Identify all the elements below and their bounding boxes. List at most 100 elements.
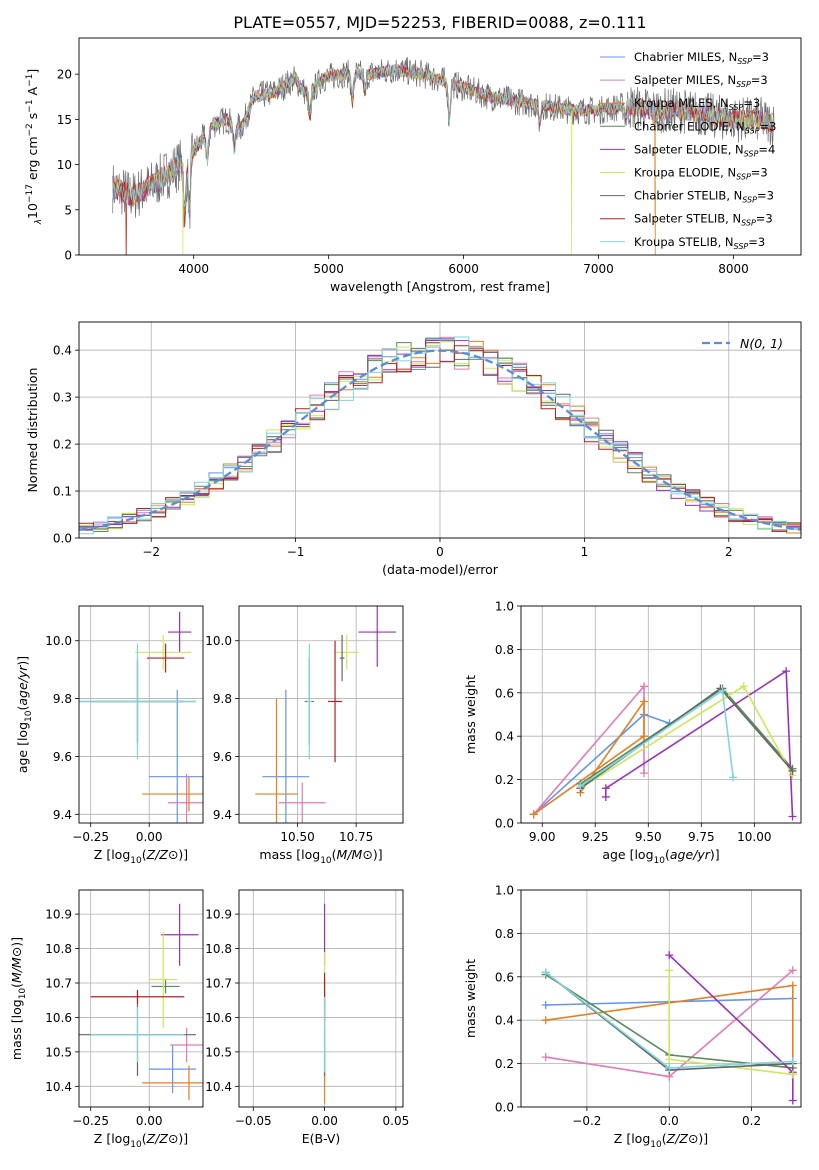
- legend-label: N(0, 1): [740, 336, 783, 351]
- axes-frame: [238, 605, 404, 824]
- label-math: Z/Z⊙: [666, 1131, 699, 1146]
- x-tick-label: −2: [142, 545, 160, 559]
- weight-line: [605, 669, 794, 817]
- x-tick-label: 7000: [583, 262, 614, 276]
- weight-marker: [665, 1063, 674, 1072]
- y-tick-label: 10.8: [205, 942, 232, 956]
- y-tick-label: 9.8: [213, 692, 232, 706]
- x-axis-label: age [log10(age/yr)]: [602, 847, 719, 866]
- label-part: (: [665, 847, 670, 862]
- axes-frame: [78, 321, 802, 539]
- x-axis-label: mass [log10(M/M⊙)]: [259, 847, 382, 866]
- axes-frame: [520, 605, 802, 824]
- x-axis-label: Z [log10(Z/Z⊙)]: [94, 847, 188, 866]
- weight-marker: [529, 810, 538, 819]
- x-tick-label: 9.50: [635, 830, 662, 844]
- label-part: )]: [9, 937, 24, 947]
- histogram-step: [79, 336, 801, 535]
- x-tick-label: −0.25: [72, 1114, 109, 1128]
- label-part: −2: [25, 123, 35, 136]
- label-part: )]: [178, 847, 188, 862]
- label-part: )]: [698, 1131, 708, 1146]
- weight-marker: [788, 966, 797, 975]
- y-tick-label: 0.4: [53, 344, 72, 358]
- y-tick-label: 0.6: [495, 686, 514, 700]
- legend-sub: SSP: [736, 173, 751, 182]
- plot-area: [79, 903, 203, 1101]
- x-tick-label: 0.00: [136, 1114, 163, 1128]
- panel-spectrum: 4000 5000 6000 7000 8000 0 5 10 15 20 wavelength […: [25, 37, 802, 294]
- legend-label: Kroupa STELIB, NSSP=3: [634, 235, 765, 251]
- label-math: age/yr: [670, 847, 711, 862]
- y-tick-label: 10.9: [45, 908, 72, 922]
- label-part: −1: [25, 74, 35, 87]
- grid: [79, 606, 203, 823]
- y-axis-label: Normed distribution: [25, 368, 40, 493]
- label-part: mass [log: [259, 847, 320, 862]
- y-tick-label: 9.4: [53, 808, 72, 822]
- y-tick-label: 15: [57, 113, 72, 127]
- label-part: (: [142, 1131, 147, 1146]
- label-part: (: [9, 983, 24, 988]
- y-tick-label: 9.6: [213, 750, 232, 764]
- y-axis-label: age [log10(age/yr)]: [15, 656, 34, 773]
- y-tick-label: 9.6: [53, 750, 72, 764]
- y-tick-label: 0.0: [495, 1101, 514, 1115]
- label-part: )]: [373, 847, 383, 862]
- label-sub: 10: [130, 856, 142, 866]
- legend-text: =3: [757, 189, 774, 203]
- figure-title: PLATE=0557, MJD=52253, FIBERID=0088, z=0…: [233, 13, 646, 32]
- label-part: ]: [25, 69, 40, 74]
- weight-marker: [782, 667, 791, 676]
- weight-marker: [541, 1053, 550, 1062]
- weight-marker: [788, 1070, 797, 1079]
- label-sub: 10: [130, 1140, 142, 1150]
- legend-text: =3: [760, 119, 777, 133]
- label-part: )]: [178, 1131, 188, 1146]
- weight-marker: [718, 686, 727, 695]
- weight-marker: [788, 1057, 797, 1066]
- axes-frame: [78, 889, 204, 1108]
- label-part: −17: [25, 184, 35, 203]
- weight-marker: [640, 682, 649, 691]
- y-tick-label: 9.4: [213, 808, 232, 822]
- legend-sub: SSP: [734, 242, 749, 251]
- plot-area: [79, 336, 801, 537]
- weight-marker: [729, 773, 738, 782]
- plot-area: [255, 606, 396, 823]
- label-part: Z [log: [94, 847, 130, 862]
- weight-marker: [665, 951, 674, 960]
- y-tick-label: 0.4: [495, 1014, 514, 1028]
- legend-text: =3: [751, 73, 768, 87]
- y-tick-label: 0.4: [495, 730, 514, 744]
- label-math: M/M⊙: [9, 947, 24, 983]
- legend-text: =3: [743, 96, 760, 110]
- x-tick-label: 6000: [448, 262, 479, 276]
- y-tick-label: 0.2: [53, 438, 72, 452]
- x-tick-label: 4000: [178, 262, 209, 276]
- legend-text: Salpeter MILES, N: [634, 73, 736, 87]
- panel-age-vs-mass: 10.50 10.75 9.4 9.6 9.8 10.0 mass [log10(M/M⊙)…: [205, 605, 404, 866]
- y-tick-label: 1.0: [495, 600, 514, 614]
- label-part: erg cm: [25, 136, 40, 184]
- legend-text: Chabrier STELIB, N: [634, 189, 742, 203]
- x-tick-label: 1: [581, 545, 589, 559]
- legend-label: Chabrier MILES, NSSP=3: [634, 50, 769, 66]
- legend-label: Salpeter MILES, NSSP=3: [634, 73, 768, 89]
- legend-sub: SSP: [729, 103, 744, 112]
- x-tick-label: 9.75: [688, 830, 715, 844]
- y-axis-label: Flux [fλ10−17 erg cm−2 s−1 A−1]: [25, 69, 44, 226]
- y-tick-label: 0.0: [53, 532, 72, 546]
- y-tick-label: 5: [64, 203, 72, 217]
- weight-marker: [601, 784, 610, 793]
- y-axis-label: mass weight: [463, 959, 478, 1038]
- legend-text: Kroupa MILES, N: [634, 96, 729, 110]
- panel-residuals: −2 −1 0 1 2 0.0 0.1 0.2 0.3 0.4 (data-model)/error…: [25, 321, 802, 577]
- y-tick-label: 10.4: [45, 1080, 72, 1094]
- label-sub: 10: [654, 856, 666, 866]
- legend-text: Salpeter ELODIE, N: [634, 142, 744, 156]
- y-tick-label: 1.0: [495, 884, 514, 898]
- x-tick-label: 2: [725, 545, 733, 559]
